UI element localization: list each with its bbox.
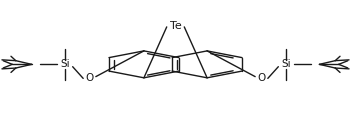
Text: Si: Si (60, 59, 70, 69)
Text: O: O (257, 73, 266, 83)
Text: Te: Te (170, 21, 181, 31)
Text: O: O (85, 73, 94, 83)
Text: Si: Si (281, 59, 291, 69)
